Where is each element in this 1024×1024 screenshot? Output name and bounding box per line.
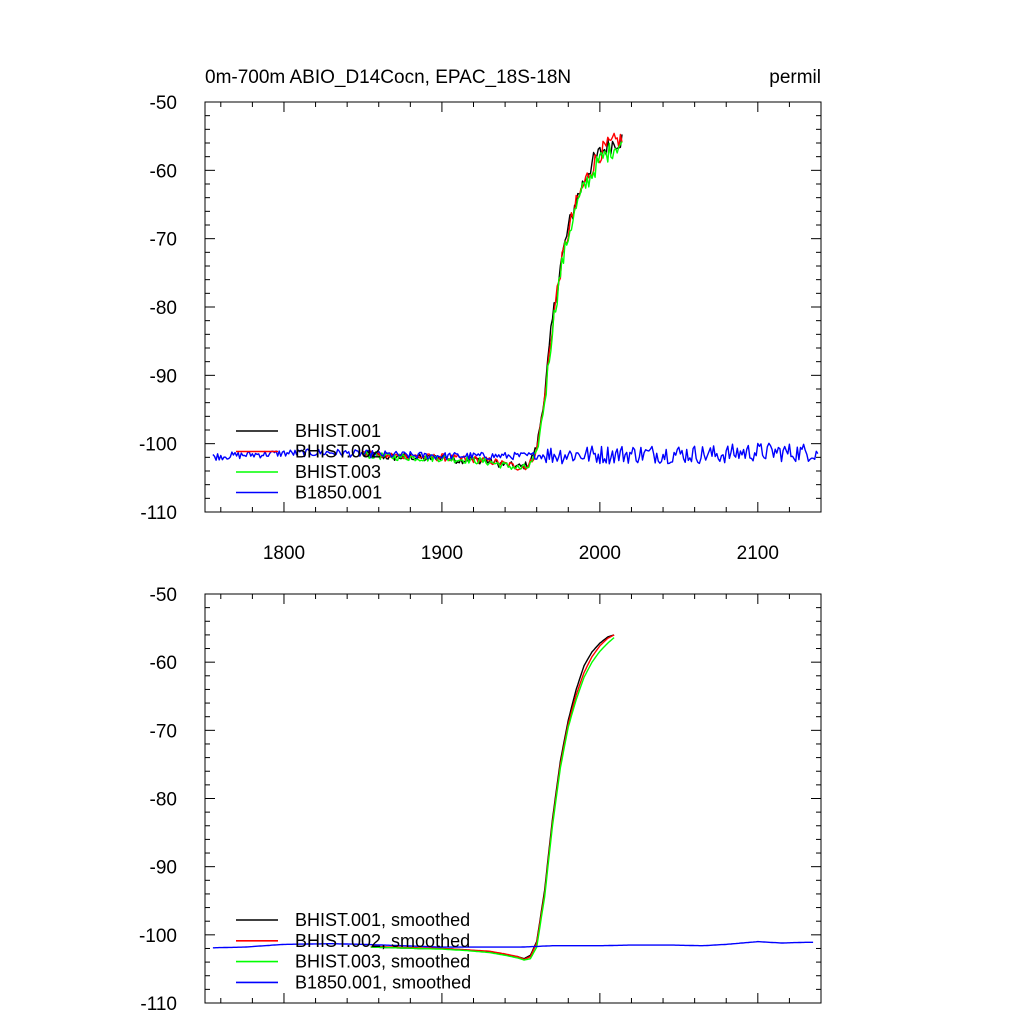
chart-title: 0m-700m ABIO_D14Cocn, EPAC_18S-18N — [205, 67, 571, 88]
legend-label: BHIST.003, smoothed — [295, 952, 470, 972]
legend-label: BHIST.001, smoothed — [295, 910, 470, 930]
legend-label: BHIST.002 — [295, 442, 381, 462]
y-tick-label: -80 — [150, 298, 177, 319]
legend-label: B1850.001 — [295, 483, 382, 503]
y-tick-label: -50 — [150, 93, 177, 114]
panel-smoothed: -50 -60 -70 -80 -90 -100 -110 BHIST.001, smooth… — [139, 585, 822, 1015]
y-tick-label: -70 — [150, 230, 177, 251]
panel-raw: -50 -60 -70 -80 -90 -100 -110 1800 1900 2000 2100 B… — [139, 93, 822, 564]
y-tick-label: -50 — [150, 585, 177, 606]
y-tick-label: -100 — [139, 435, 177, 456]
y-tick-label: -110 — [140, 503, 177, 524]
series-line — [370, 637, 615, 961]
y-tick-label: -90 — [150, 366, 177, 387]
x-tick-label: 2100 — [737, 543, 779, 564]
series-line — [212, 442, 819, 465]
units-label: permil — [769, 67, 821, 88]
legend-label: BHIST.002, smoothed — [295, 931, 470, 951]
legend-label: B1850.001, smoothed — [295, 972, 471, 992]
y-tick-label: -110 — [140, 994, 177, 1015]
y-tick-label: -100 — [139, 926, 177, 947]
y-tick-label: -70 — [150, 721, 177, 742]
x-tick-label: 1900 — [421, 543, 463, 564]
series-line — [362, 132, 623, 471]
legend-label: BHIST.001 — [295, 421, 381, 441]
series-line — [362, 141, 623, 470]
x-tick-label: 1800 — [263, 543, 305, 564]
y-tick-label: -60 — [150, 161, 177, 182]
y-tick-label: -80 — [150, 790, 177, 811]
y-tick-label: -90 — [150, 858, 177, 879]
y-tick-label: -60 — [150, 653, 177, 674]
x-tick-label: 2000 — [579, 543, 621, 564]
legend-label: BHIST.003 — [295, 462, 381, 482]
series-line — [212, 940, 814, 949]
